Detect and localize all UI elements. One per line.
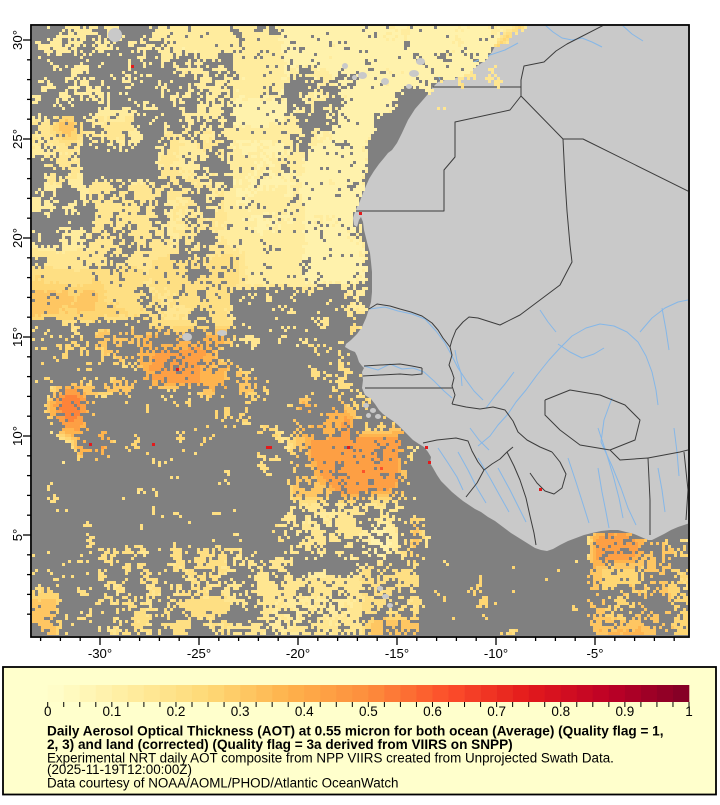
svg-text:-30°: -30°	[88, 646, 112, 661]
svg-text:-15°: -15°	[385, 646, 409, 661]
svg-text:5°: 5°	[10, 529, 25, 542]
svg-text:(2025-11-19T12:00:00Z): (2025-11-19T12:00:00Z)	[47, 762, 192, 777]
svg-text:Experimental NRT daily AOT com: Experimental NRT daily AOT composite fro…	[47, 750, 614, 765]
svg-text:0.2: 0.2	[167, 704, 186, 719]
svg-text:0: 0	[44, 704, 52, 719]
svg-text:15°: 15°	[10, 327, 25, 347]
svg-text:30°: 30°	[10, 30, 25, 50]
svg-text:0.1: 0.1	[102, 704, 121, 719]
svg-text:0.3: 0.3	[231, 704, 250, 719]
svg-text:Data courtesy of NOAA/AOML/PHO: Data courtesy of NOAA/AOML/PHOD/Atlantic…	[47, 775, 399, 790]
svg-text:25°: 25°	[10, 129, 25, 149]
svg-text:-25°: -25°	[187, 646, 211, 661]
svg-text:10°: 10°	[10, 426, 25, 446]
svg-text:0.5: 0.5	[359, 704, 378, 719]
svg-text:-10°: -10°	[484, 646, 508, 661]
svg-text:0.6: 0.6	[423, 704, 442, 719]
svg-text:20°: 20°	[10, 228, 25, 248]
svg-text:0.7: 0.7	[487, 704, 506, 719]
svg-text:-5°: -5°	[587, 646, 604, 661]
svg-text:0.9: 0.9	[615, 704, 634, 719]
svg-text:0.4: 0.4	[295, 704, 314, 719]
svg-text:-20°: -20°	[286, 646, 310, 661]
svg-text:Daily Aerosol Optical Thicknes: Daily Aerosol Optical Thickness (AOT) at…	[47, 724, 664, 739]
svg-text:2, 3) and land (corrected) (Qu: 2, 3) and land (corrected) (Quality flag…	[47, 737, 513, 752]
svg-text:1: 1	[685, 704, 693, 719]
svg-text:0.8: 0.8	[551, 704, 570, 719]
